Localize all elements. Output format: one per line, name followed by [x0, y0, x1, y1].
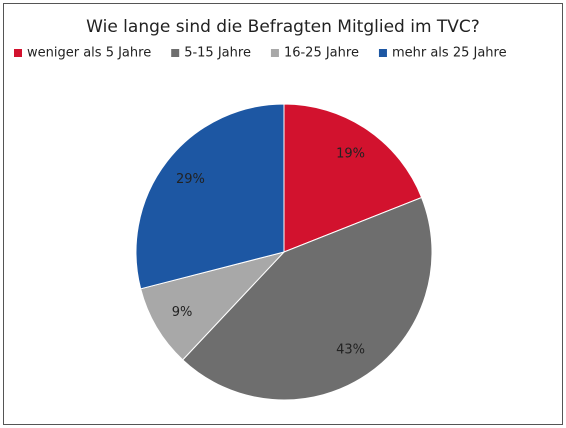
legend-swatch — [270, 49, 279, 57]
data-label: 9% — [172, 305, 193, 320]
legend-swatch — [378, 49, 387, 57]
pie-slice — [135, 103, 285, 290]
pie-slice — [181, 196, 433, 401]
data-label: 43% — [336, 342, 365, 357]
legend-swatch — [14, 49, 22, 57]
legend-label: mehr als 25 Jahre — [392, 46, 507, 61]
data-label: 19% — [336, 147, 365, 162]
legend-label: weniger als 5 Jahre — [27, 46, 151, 61]
legend-label: 5-15 Jahre — [184, 46, 251, 61]
chart-title: Wie lange sind die Befragten Mitglied im… — [86, 17, 480, 37]
pie-slice — [140, 251, 286, 361]
legend-label: 16-25 Jahre — [284, 46, 359, 61]
legend-swatch — [171, 49, 180, 57]
pie-slice — [283, 103, 423, 253]
data-label: 29% — [176, 172, 205, 187]
